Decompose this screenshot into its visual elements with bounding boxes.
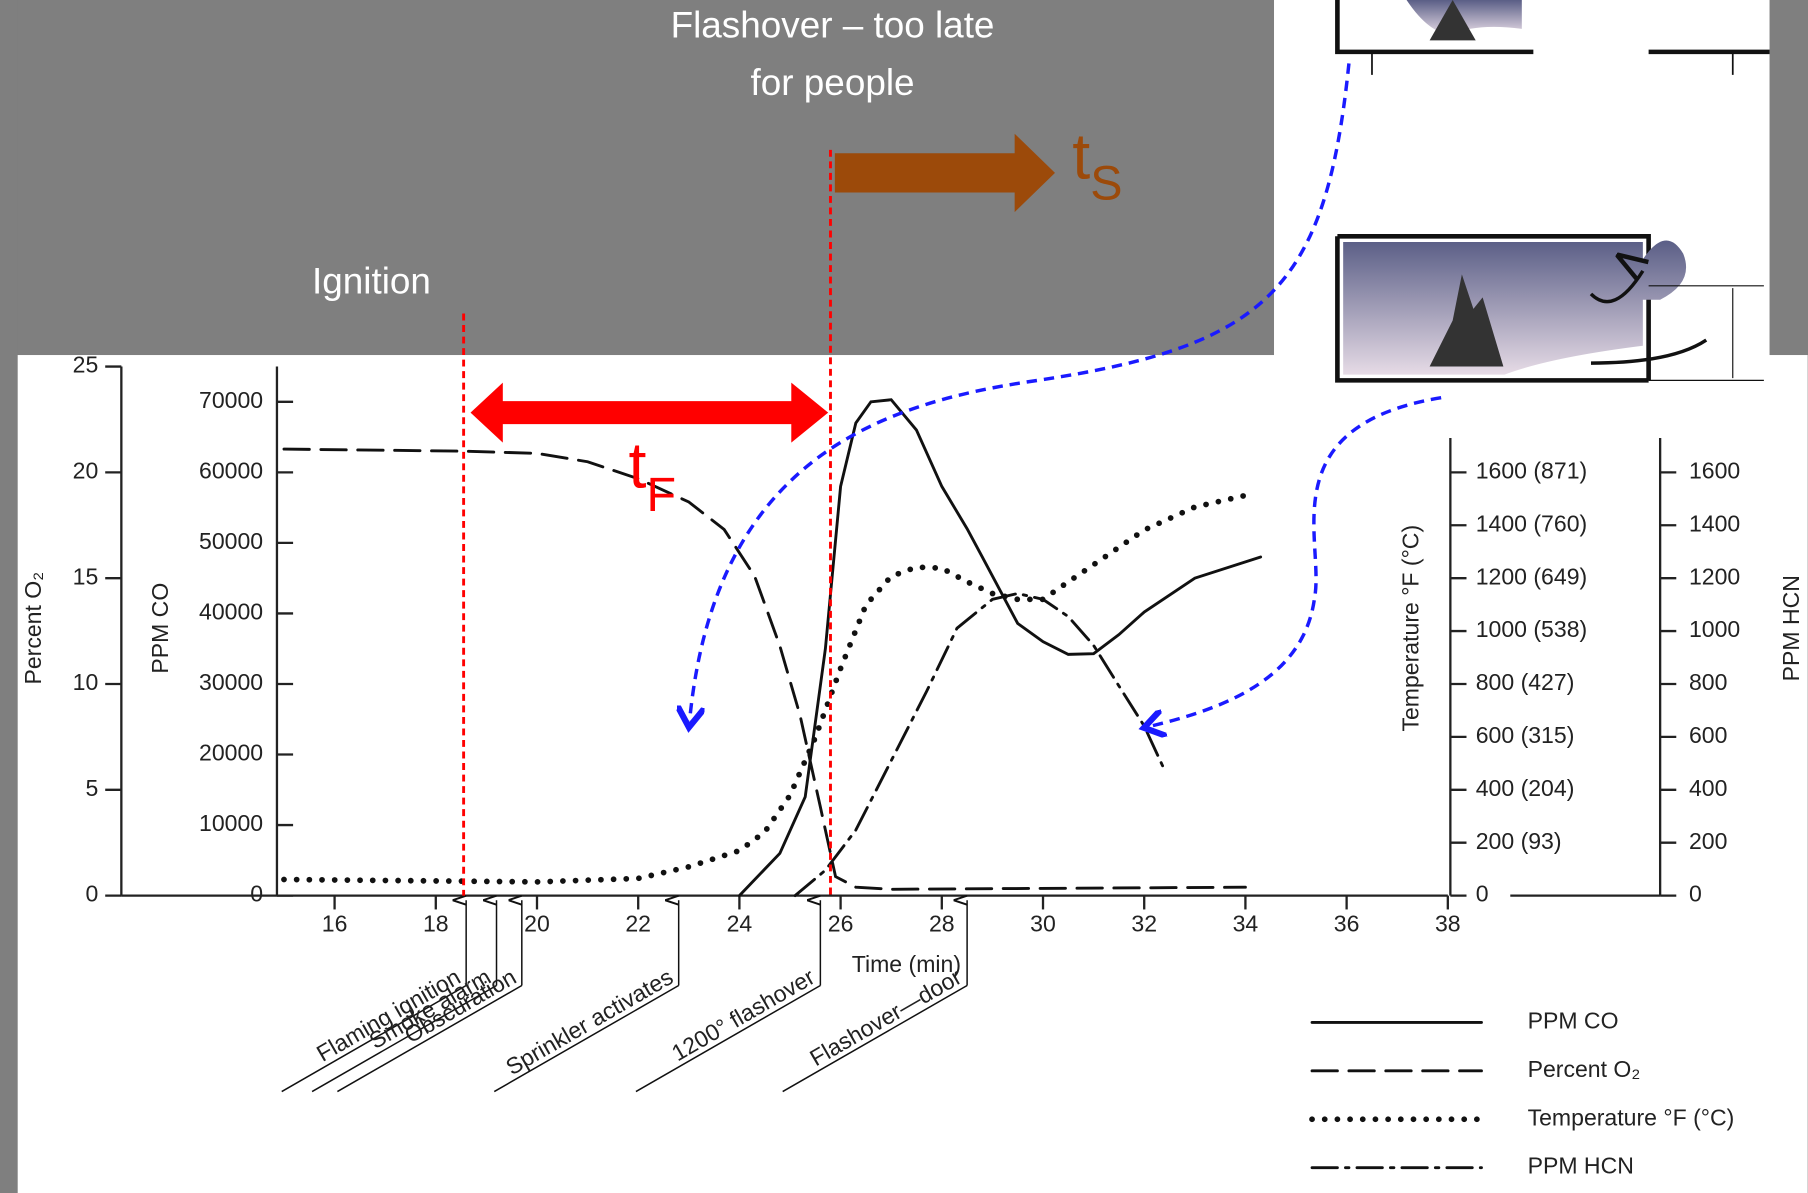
y-tick-label: 1400 — [1689, 510, 1740, 536]
ignition-label: Ignition — [312, 260, 431, 301]
y-axis-title: Percent O₂ — [20, 572, 46, 685]
y-tick-label: 25 — [73, 352, 99, 378]
y-tick-label: 1000 (538) — [1476, 616, 1587, 642]
x-tick-label: 32 — [1131, 911, 1157, 937]
x-tick-label: 36 — [1334, 911, 1360, 937]
x-tick-label: 20 — [524, 911, 550, 937]
y-tick-label: 0 — [250, 881, 263, 907]
y-tick-label: 0 — [1689, 881, 1702, 907]
y-tick-label: 1000 — [1689, 616, 1740, 642]
x-tick-label: 38 — [1435, 911, 1461, 937]
y-tick-label: 600 — [1689, 722, 1727, 748]
y-tick-label: 60000 — [199, 457, 263, 483]
y-tick-label: 10 — [73, 669, 99, 695]
flashover-label: for people — [751, 62, 915, 103]
ts-label: t — [1072, 120, 1090, 192]
y-tick-label: 30000 — [199, 669, 263, 695]
y-tick-label: 1200 (649) — [1476, 563, 1587, 589]
y-tick-label: 800 — [1689, 669, 1727, 695]
y-tick-label: 70000 — [199, 387, 263, 413]
y-tick-label: 50000 — [199, 528, 263, 554]
y-tick-label: 0 — [85, 881, 98, 907]
y-tick-label: 200 (93) — [1476, 828, 1562, 854]
y-tick-label: 0 — [1476, 881, 1489, 907]
y-tick-label: 10000 — [199, 810, 263, 836]
y-tick-label: 1600 — [1689, 457, 1740, 483]
y-tick-label: 1600 (871) — [1476, 457, 1587, 483]
x-tick-label: 18 — [423, 911, 449, 937]
legend-label: PPM CO — [1528, 1008, 1619, 1034]
y-axis-title: PPM CO — [147, 583, 173, 674]
y-tick-label: 800 (427) — [1476, 669, 1575, 695]
y-tick-label: 600 (315) — [1476, 722, 1575, 748]
ts-label: S — [1090, 157, 1122, 211]
x-tick-label: 16 — [322, 911, 348, 937]
y-tick-label: 400 — [1689, 775, 1727, 801]
legend-label: PPM HCN — [1528, 1153, 1634, 1179]
title-area — [1770, 0, 1808, 355]
y-tick-label: 20000 — [199, 740, 263, 766]
flashover-label: Flashover – too late — [671, 4, 995, 45]
y-tick-label: 40000 — [199, 599, 263, 625]
y-tick-label: 1400 (760) — [1476, 510, 1587, 536]
y-axis-title: PPM HCN — [1778, 575, 1804, 681]
y-tick-label: 5 — [85, 775, 98, 801]
x-tick-label: 22 — [625, 911, 651, 937]
slide: 161820222426283032343638Time (min)051015… — [0, 0, 1808, 1193]
x-tick-label: 24 — [727, 911, 753, 937]
y-tick-label: 200 — [1689, 828, 1727, 854]
y-axis-title: Temperature °F (°C) — [1397, 525, 1423, 732]
y-tick-label: 20 — [73, 457, 99, 483]
x-tick-label: 34 — [1233, 911, 1259, 937]
y-tick-label: 400 (204) — [1476, 775, 1575, 801]
x-tick-label: 30 — [1030, 911, 1056, 937]
left-strip — [0, 0, 17, 1193]
tf-label: F — [646, 468, 676, 522]
y-tick-label: 15 — [73, 563, 99, 589]
x-tick-label: 28 — [929, 911, 955, 937]
legend-label: Temperature °F (°C) — [1528, 1104, 1735, 1130]
legend-label: Percent O₂ — [1528, 1056, 1641, 1082]
page: {"chart_data":{"type":"line", "xlabel":"… — [0, 0, 1808, 1193]
y-tick-label: 1200 — [1689, 563, 1740, 589]
tf-label: t — [629, 429, 647, 501]
x-tick-label: 26 — [828, 911, 854, 937]
